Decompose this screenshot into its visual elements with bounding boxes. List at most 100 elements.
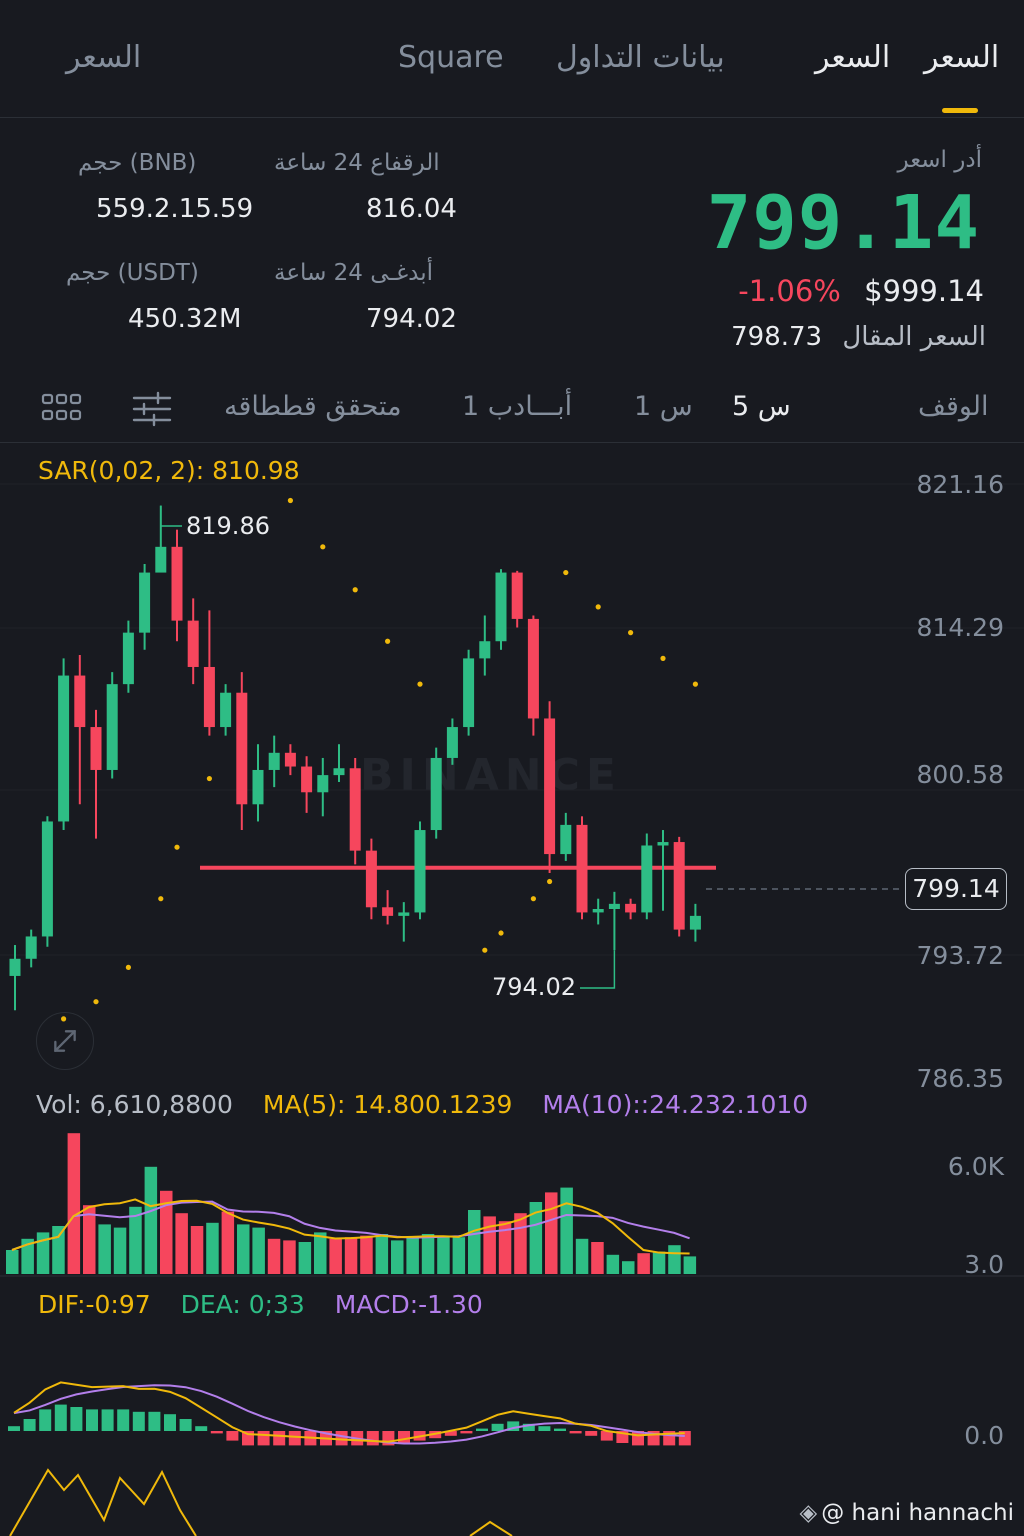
candle-body bbox=[689, 915, 701, 930]
interval-5h[interactable]: 5 س bbox=[732, 391, 791, 422]
macd-bar bbox=[600, 1431, 613, 1441]
dif-line bbox=[13, 1381, 685, 1443]
candle-body bbox=[317, 775, 329, 793]
macd-bar bbox=[117, 1409, 130, 1431]
candle-body bbox=[252, 769, 264, 805]
volume-bar bbox=[160, 1190, 173, 1274]
volume-bar bbox=[98, 1224, 111, 1274]
candle-body bbox=[576, 824, 588, 913]
low-marker-leader bbox=[580, 950, 616, 989]
macd-tick: 0.0 bbox=[964, 1421, 1004, 1450]
macd-bar bbox=[288, 1431, 301, 1446]
candle-body bbox=[382, 907, 394, 916]
more-intervals-button[interactable]: متحقق قططاقه bbox=[224, 391, 402, 422]
volume-tick: 6.0K bbox=[947, 1152, 1004, 1181]
vol-bnb-value: 559.2.15.59 bbox=[96, 194, 254, 224]
volume-bar bbox=[190, 1226, 204, 1274]
mark-price-row: 798.73 السعر المقال bbox=[731, 322, 986, 352]
sar-dot bbox=[692, 681, 699, 687]
macd-bar bbox=[101, 1409, 114, 1431]
candle-body bbox=[41, 821, 53, 937]
macd-bar bbox=[148, 1411, 161, 1431]
volume-bar bbox=[668, 1245, 681, 1274]
volume-bar bbox=[622, 1261, 635, 1274]
macd-bar bbox=[257, 1431, 270, 1446]
candle-body bbox=[446, 727, 458, 758]
chart-toolbar: متحقق قططاقه 1 أبـــادب 1 س 5 س الوقف bbox=[0, 375, 1024, 443]
candle-body bbox=[333, 768, 345, 776]
candle-body bbox=[560, 824, 572, 855]
sar-dot bbox=[595, 604, 601, 610]
macd-bar bbox=[678, 1431, 691, 1446]
candle-body bbox=[463, 658, 475, 728]
candle-body bbox=[155, 546, 167, 573]
volume-bar bbox=[283, 1240, 296, 1274]
sar-dot bbox=[174, 844, 180, 850]
candle-body bbox=[220, 692, 232, 728]
volume-bar bbox=[144, 1166, 158, 1274]
volume-label: Vol: 6,610,8800 bbox=[36, 1090, 233, 1119]
high-marker-label: 819.86 bbox=[186, 512, 270, 540]
expand-chart-icon[interactable] bbox=[36, 1012, 94, 1070]
macd-bar bbox=[8, 1426, 20, 1431]
tab-trading-data[interactable]: بيانات التداول bbox=[556, 40, 725, 75]
candle-body bbox=[236, 692, 248, 805]
candle-body bbox=[139, 572, 151, 633]
macd-bar bbox=[273, 1431, 286, 1446]
high-marker-leader bbox=[160, 505, 182, 527]
ma5-label: MA(5): 14.800.1239 bbox=[262, 1090, 513, 1119]
macd-bar bbox=[23, 1419, 36, 1431]
macd-bar bbox=[54, 1404, 67, 1431]
macd-bar bbox=[585, 1431, 598, 1436]
volume-bar bbox=[591, 1242, 604, 1274]
next-indicator-line bbox=[9, 1468, 197, 1536]
last-price: 799.14 bbox=[706, 180, 980, 266]
volume-bar bbox=[437, 1235, 450, 1274]
volume-bar bbox=[375, 1234, 389, 1274]
candle-body bbox=[58, 675, 70, 822]
candlestick-chart[interactable] bbox=[0, 445, 1024, 1536]
sar-indicator-label: SAR(0,02, 2): 810.98 bbox=[38, 456, 300, 485]
candle-body bbox=[625, 903, 637, 913]
interval-1h[interactable]: 1 س bbox=[634, 391, 693, 422]
tab-price-mid[interactable]: السعر bbox=[815, 40, 891, 75]
price-tick: 821.16 bbox=[916, 470, 1004, 499]
sar-dot bbox=[158, 896, 164, 902]
vol-usdt-label: حجم (USDT) bbox=[66, 260, 199, 286]
tab-price-active[interactable]: السعر bbox=[924, 40, 1000, 75]
volume-bar bbox=[314, 1232, 327, 1274]
price-tick: 800.58 bbox=[916, 760, 1004, 789]
candle-body bbox=[414, 830, 426, 913]
candle-body bbox=[122, 632, 134, 685]
volume-tick: 3.0 bbox=[964, 1250, 1004, 1279]
indicator-settings-icon[interactable] bbox=[130, 389, 174, 429]
last-price-label: أدر اسعر bbox=[897, 147, 983, 173]
volume-bar bbox=[637, 1253, 650, 1274]
volume-bar bbox=[560, 1187, 573, 1274]
binance-logo-icon: ◈ bbox=[799, 1500, 818, 1526]
stop-button[interactable]: الوقف bbox=[918, 391, 989, 422]
candle-body bbox=[527, 618, 539, 719]
volume-bar bbox=[329, 1238, 342, 1274]
interval-1d[interactable]: 1 أبـــادب bbox=[462, 391, 573, 422]
volume-bar bbox=[498, 1221, 512, 1274]
ma10-label: MA(10)::24.232.1010 bbox=[542, 1090, 809, 1119]
macd-bar bbox=[210, 1431, 223, 1434]
tab-price-left[interactable]: السعر bbox=[66, 40, 142, 75]
volume-bar bbox=[129, 1206, 142, 1274]
price-tick: 786.35 bbox=[916, 1064, 1004, 1093]
candle-body bbox=[25, 936, 37, 959]
candle-body bbox=[171, 546, 183, 621]
grid-layout-icon[interactable] bbox=[40, 389, 84, 429]
macd-bar bbox=[179, 1419, 192, 1431]
macd-bar bbox=[86, 1409, 98, 1431]
sar-dot bbox=[125, 964, 131, 970]
sar-dot bbox=[660, 655, 666, 661]
active-tab-indicator bbox=[942, 108, 978, 113]
volume-bar bbox=[298, 1242, 312, 1274]
dea-line bbox=[13, 1384, 685, 1445]
tab-square[interactable]: Square bbox=[398, 40, 504, 75]
volume-bar bbox=[575, 1238, 589, 1274]
macd-bar bbox=[398, 1431, 410, 1443]
sar-dot bbox=[320, 544, 326, 550]
